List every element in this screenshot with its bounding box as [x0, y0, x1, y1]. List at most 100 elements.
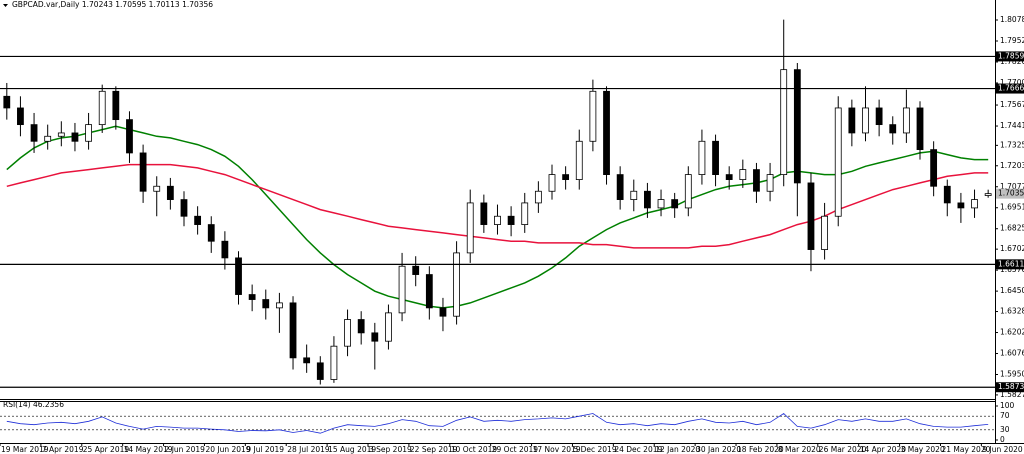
- x-tick-label: 3 May 2020: [901, 445, 945, 454]
- candle-body: [521, 202, 529, 225]
- candle-body: [807, 182, 815, 250]
- y-tick-label: 0: [1000, 435, 1005, 444]
- level-tag: [996, 83, 1024, 94]
- y-tick-label: 1.70770: [1000, 182, 1024, 191]
- x-tick-label: 8 Mar 2020: [778, 445, 821, 454]
- candle-body: [930, 149, 938, 187]
- candle-body: [371, 332, 379, 342]
- candle-body: [684, 174, 692, 209]
- candle-body: [875, 107, 883, 126]
- candle-body: [712, 140, 719, 175]
- candle-body: [139, 152, 147, 192]
- candle-body: [766, 174, 774, 192]
- x-tick-label: 21 May 2020: [941, 445, 990, 454]
- candle-body: [848, 107, 856, 134]
- candle-body: [126, 119, 133, 154]
- y-tick-label: 1.77000: [1000, 78, 1024, 87]
- candle-body: [303, 357, 311, 364]
- candle-body: [235, 257, 242, 295]
- y-tick-label: 1.60760: [1000, 349, 1024, 358]
- level-label: 1.58737: [998, 382, 1024, 391]
- y-tick-label: 1.69510: [1000, 203, 1024, 212]
- candle-body: [57, 132, 65, 137]
- candle-body: [984, 193, 992, 196]
- candle-body: [916, 107, 924, 151]
- last-price-label: 1.70356: [998, 189, 1024, 198]
- y-tick-label: 1.58275: [1000, 390, 1024, 399]
- x-tick-label: 14 Apr 2020: [860, 445, 907, 454]
- candle-body: [112, 90, 120, 121]
- x-tick-label: 12 Jan 2020: [655, 445, 700, 454]
- candle-body: [507, 215, 515, 225]
- y-tick-label: 1.75675: [1000, 100, 1024, 109]
- candle-body: [344, 319, 351, 347]
- level-tag: [996, 51, 1024, 62]
- y-tick-label: 1.72030: [1000, 161, 1024, 170]
- candle-body: [889, 124, 897, 134]
- candle-body: [207, 224, 215, 242]
- candle-body: [821, 215, 828, 250]
- x-tick-label: 18 Feb 2020: [737, 445, 784, 454]
- x-tick-label: 19 Mar 2019: [1, 445, 49, 454]
- candle-body: [657, 199, 665, 209]
- candle-body: [644, 190, 651, 209]
- x-tick-label: 30 Jan 2020: [696, 445, 741, 454]
- candle-body: [725, 174, 733, 180]
- moving-average: [6, 125, 989, 309]
- candle-body: [603, 90, 610, 175]
- y-tick-label: 30: [1000, 425, 1010, 434]
- y-tick-label: 1.64505: [1000, 286, 1024, 295]
- x-tick-label: 15 Aug 2019: [328, 445, 376, 454]
- candle-body: [425, 274, 433, 309]
- candle-body: [793, 69, 801, 184]
- rsi-title: RSI(14) 46.2356: [3, 400, 64, 409]
- candle-body: [85, 124, 92, 142]
- y-tick-label: 1.78260: [1000, 57, 1024, 66]
- last-price-tag: [996, 188, 1024, 199]
- candle-body: [357, 319, 365, 334]
- x-tick-label: 26 Mar 2020: [819, 445, 867, 454]
- y-tick-label: 1.79520: [1000, 36, 1024, 45]
- candle-body: [3, 95, 11, 109]
- x-tick-label: 25 Apr 2019: [83, 445, 130, 454]
- level-tag: [996, 259, 1024, 270]
- chart-title: GBPCAD.var,Daily 1.70243 1.70595 1.70113…: [12, 0, 213, 9]
- candle-body: [98, 90, 106, 126]
- y-tick-label: 1.63280: [1000, 307, 1024, 316]
- x-tick-label: 7 Apr 2019: [42, 445, 84, 454]
- y-tick-label: 1.73255: [1000, 140, 1024, 149]
- x-tick-label: 10 Oct 2019: [451, 445, 498, 454]
- candle-body: [330, 345, 338, 380]
- title-arrow: [3, 4, 8, 7]
- candle-body: [153, 185, 161, 192]
- candle-body: [466, 202, 474, 254]
- y-tick-label: 1.68250: [1000, 224, 1024, 233]
- candle-body: [194, 215, 202, 225]
- candle-body: [289, 302, 297, 359]
- candle-body: [316, 362, 324, 380]
- candle-body: [780, 69, 788, 175]
- x-tick-label: 9 Jun 2020: [982, 445, 1023, 454]
- y-tick-label: 1.62020: [1000, 328, 1024, 337]
- candle-body: [30, 124, 38, 142]
- y-tick-label: 70: [1000, 411, 1010, 420]
- candle-body: [957, 202, 965, 209]
- candle-body: [453, 252, 460, 317]
- candle-body: [439, 307, 447, 317]
- candle-body: [616, 174, 624, 200]
- x-tick-label: 28 Jul 2019: [287, 445, 330, 454]
- candle-body: [902, 107, 910, 134]
- candle-body: [221, 240, 229, 259]
- x-tick-label: 24 Dec 2019: [614, 445, 662, 454]
- candle-body: [834, 107, 842, 217]
- candle-body: [248, 294, 256, 300]
- level-label: 1.66113: [998, 259, 1024, 268]
- candle-body: [575, 140, 583, 180]
- candle-body: [548, 174, 556, 192]
- candle-body: [739, 169, 747, 180]
- candle-body: [262, 299, 270, 309]
- candle-body: [698, 140, 706, 175]
- level-tag: [996, 382, 1024, 393]
